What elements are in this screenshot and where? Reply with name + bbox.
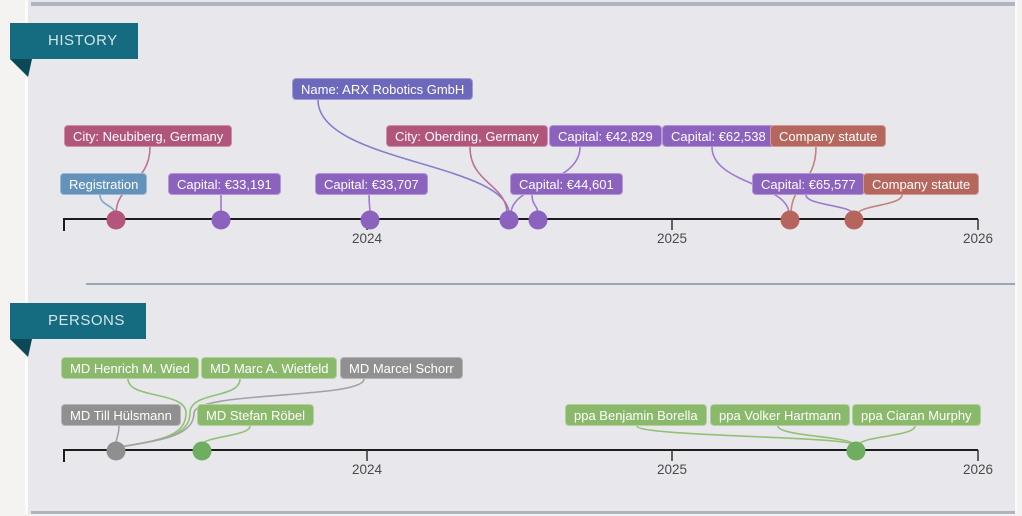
timeline-event-label[interactable]: Name: ARX Robotics GmbH: [292, 78, 474, 100]
timeline-event-label[interactable]: Company statute: [863, 173, 980, 195]
timeline-event-label[interactable]: Capital: €62,538: [662, 125, 775, 147]
timeline-event-label[interactable]: ppa Volker Hartmann: [710, 404, 851, 426]
timeline-event-label[interactable]: City: Neubiberg, Germany: [64, 125, 233, 147]
section-ribbon-persons: PERSONS: [10, 303, 146, 339]
timeline-event-label[interactable]: MD Till Hülsmann: [61, 404, 181, 426]
timeline-event-label[interactable]: Capital: €44,601: [510, 173, 623, 195]
timeline-event-label[interactable]: Capital: €33,707: [315, 173, 428, 195]
bottom-section-divider: [31, 511, 1015, 514]
axis-year-label: 2025: [656, 462, 688, 477]
axis-year-label: 2025: [656, 231, 688, 246]
timeline-event-label[interactable]: Company statute: [770, 125, 887, 147]
timeline-event-label[interactable]: ppa Benjamin Borella: [565, 404, 707, 426]
axis-year-label: 2026: [962, 231, 994, 246]
timeline-event-label[interactable]: MD Marcel Schorr: [340, 357, 463, 379]
timeline-event-label[interactable]: City: Oberding, Germany: [386, 125, 548, 147]
history-persons-divider: [86, 283, 1015, 285]
axis-year-label: 2024: [351, 462, 383, 477]
top-section-divider: [31, 2, 1015, 6]
timeline-event-label[interactable]: Capital: €42,829: [549, 125, 662, 147]
timeline-event-label[interactable]: MD Stefan Röbel: [197, 404, 314, 426]
timeline-event-label[interactable]: Registration: [60, 173, 148, 195]
timeline-event-label[interactable]: Capital: €33,191: [168, 173, 281, 195]
section-ribbon-history: HISTORY: [10, 23, 138, 59]
axis-year-label: 2026: [962, 462, 994, 477]
timeline-event-label[interactable]: ppa Ciaran Murphy: [852, 404, 981, 426]
timeline-event-label[interactable]: Capital: €65,577: [752, 173, 865, 195]
section-card: [25, 0, 1017, 514]
axis-year-label: 2024: [351, 231, 383, 246]
timeline-event-label[interactable]: MD Henrich M. Wied: [61, 357, 199, 379]
timeline-event-label[interactable]: MD Marc A. Wietfeld: [201, 357, 338, 379]
